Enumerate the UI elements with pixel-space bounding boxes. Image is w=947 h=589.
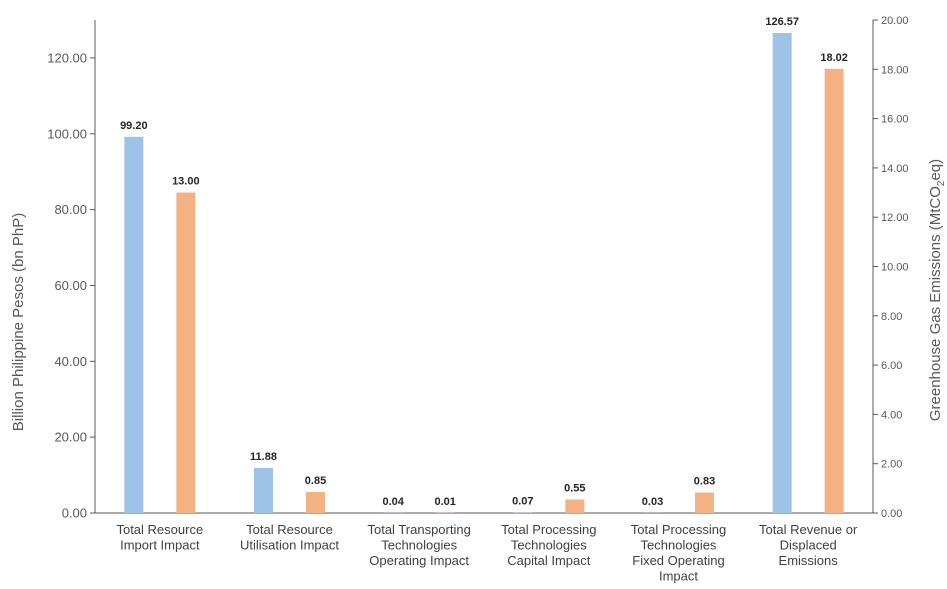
bar-series2	[824, 68, 844, 513]
left-tick-label: 80.00	[54, 202, 87, 217]
data-label: 18.02	[820, 52, 848, 64]
left-tick-label: 120.00	[47, 50, 87, 65]
left-tick-label: 40.00	[54, 354, 87, 369]
category-label: Total Resource Utilisation Impact	[240, 522, 339, 553]
left-tick-label: 20.00	[54, 430, 87, 445]
left-tick-label: 100.00	[47, 126, 87, 141]
category-labels: Total Resource Import Impact Total Resourc…	[116, 522, 858, 584]
data-label: 126.57	[765, 16, 799, 28]
data-label: 0.55	[564, 482, 585, 494]
bar-series1	[124, 136, 144, 513]
data-label: 0.03	[642, 496, 663, 508]
right-tick-label: 18.00	[881, 64, 909, 76]
bars: 99.20 11.88 0.04 0.07 0.03 126.57 13.00 0.85 0.0…	[120, 16, 848, 514]
data-label: 11.88	[250, 451, 277, 463]
right-tick-label: 0.00	[881, 508, 902, 520]
data-label: 0.85	[305, 475, 326, 487]
bar-series2	[306, 492, 325, 513]
data-label: 13.00	[172, 176, 200, 188]
right-tick-label: 14.00	[881, 163, 909, 175]
category-label: Total Revenue or Displaced Emissions	[759, 522, 858, 568]
data-label: 0.01	[434, 496, 455, 508]
y2-axis-title: Greenhouse Gas Emissions (MtCO2eq)	[927, 159, 947, 421]
data-label: 0.07	[512, 496, 533, 508]
right-tick-label: 6.00	[881, 360, 902, 372]
bar-series1	[254, 467, 273, 513]
left-tick-label: 0.00	[62, 506, 87, 521]
bar-series2	[695, 492, 714, 513]
bar-series2	[565, 499, 585, 513]
category-label: Total Processing Technologies Capital Impa…	[501, 522, 596, 568]
category-label: Total Transporting Technologies Operating …	[367, 522, 470, 568]
right-tick-label: 2.00	[881, 459, 902, 471]
right-tick-label: 12.00	[881, 212, 909, 224]
left-axis: 0.00 20.00 40.00 60.00 80.00 100.00 120.00	[47, 20, 873, 521]
data-label: 0.04	[382, 496, 404, 508]
category-label: Total Processing Technologies Fixed Operat…	[631, 522, 726, 584]
right-axis: 0.00 2.00 4.00 6.00 8.00 10.00 12.00 14.00 16.00…	[872, 15, 909, 520]
bar-series1	[772, 33, 792, 513]
right-tick-label: 20.00	[881, 15, 909, 27]
right-tick-label: 4.00	[881, 409, 902, 421]
left-tick-label: 60.00	[54, 278, 87, 293]
data-label: 0.83	[694, 476, 715, 488]
data-label: 99.20	[120, 120, 148, 132]
bar-series2	[176, 192, 196, 514]
y-axis-title: Billion Philippine Pesos (bn PhP)	[10, 213, 27, 431]
right-tick-label: 16.00	[881, 114, 909, 126]
right-tick-label: 8.00	[881, 311, 902, 323]
right-tick-label: 10.00	[881, 262, 909, 274]
category-label: Total Resource Import Impact	[116, 522, 203, 553]
